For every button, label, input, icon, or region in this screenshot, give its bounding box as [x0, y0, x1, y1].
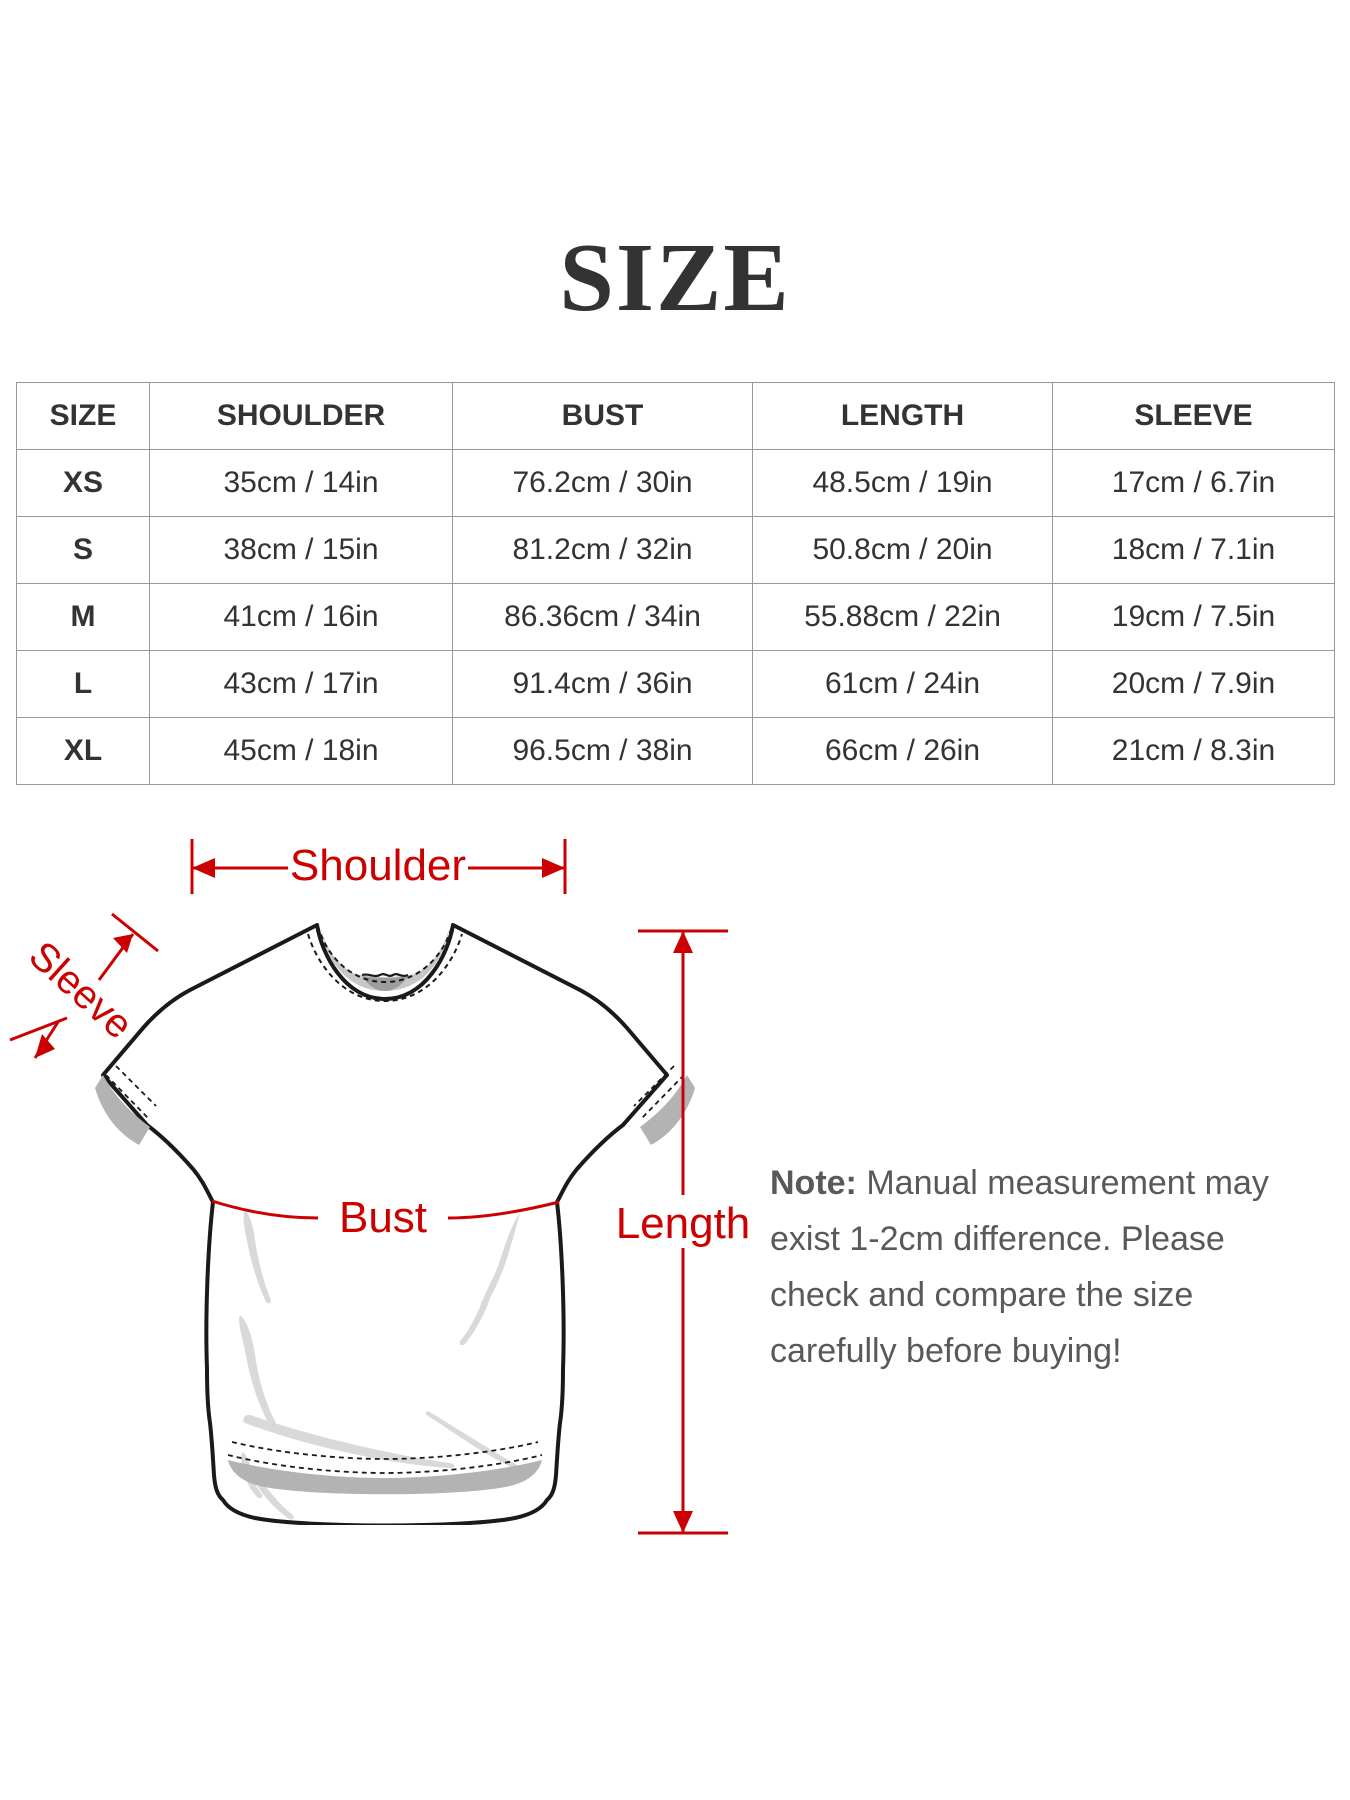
svg-text:Bust: Bust — [339, 1193, 427, 1242]
svg-text:Shoulder: Shoulder — [290, 841, 466, 890]
svg-text:Length: Length — [616, 1199, 751, 1248]
